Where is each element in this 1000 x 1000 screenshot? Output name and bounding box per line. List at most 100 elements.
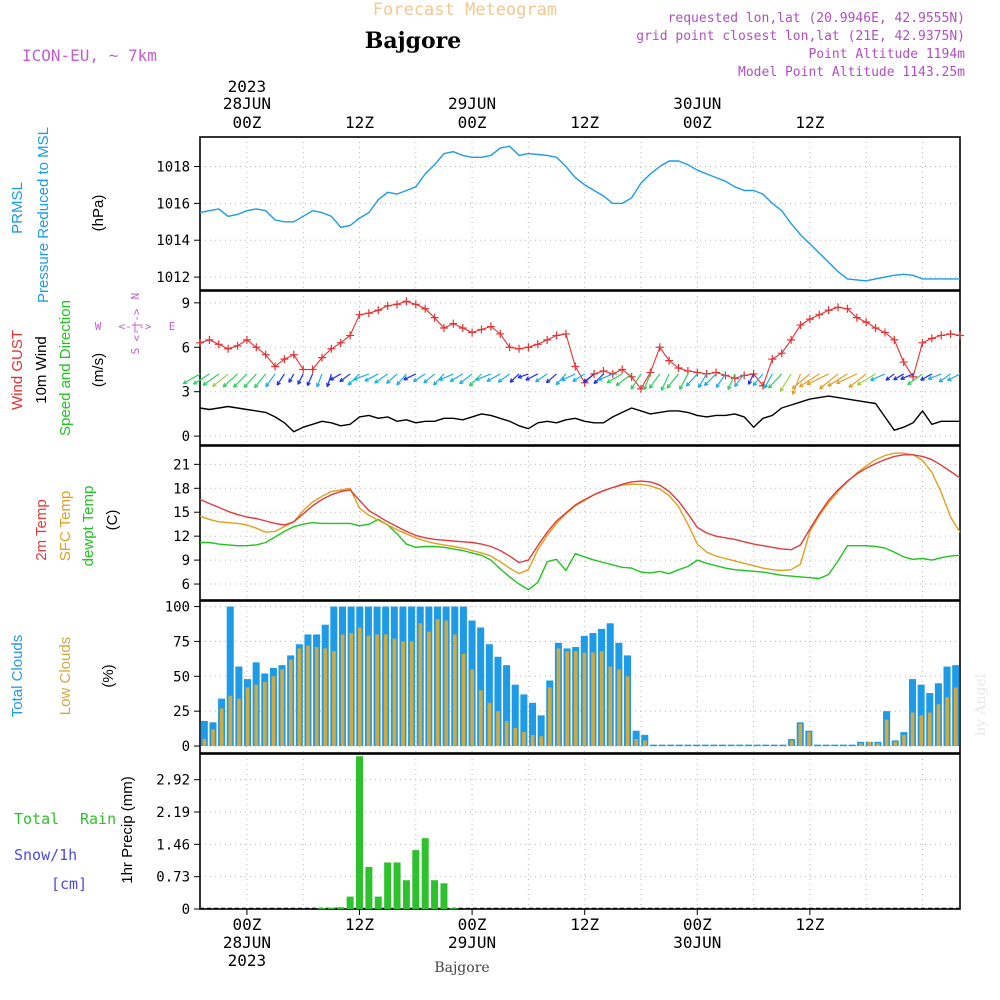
total-cloud-bar <box>503 665 511 747</box>
wind-arrow <box>423 373 435 384</box>
wind-arrow-head <box>938 378 944 383</box>
wind-arrow <box>433 373 445 386</box>
requested-coords: requested lon,lat (20.9946E, 42.9555N) <box>668 11 965 26</box>
total-cloud-bar <box>675 744 683 747</box>
low-cloud-bar <box>608 666 613 747</box>
gust-marker <box>834 303 843 312</box>
wind-arrow <box>827 373 848 387</box>
total-cloud-bar <box>200 720 208 747</box>
wind-arrow-head <box>475 376 480 381</box>
panel-wind: 0 3 6 9 <box>182 290 961 446</box>
wind-arrow <box>752 373 764 386</box>
gust-marker <box>439 324 448 333</box>
top-hour-label: 12Z <box>570 113 599 132</box>
wind-arrow <box>497 373 510 383</box>
low-cloud-bar <box>910 712 915 747</box>
wind-arrow-head <box>606 379 612 384</box>
top-hour-label: 00Z <box>458 113 487 132</box>
wind-arrow-head <box>597 376 603 381</box>
wind-arrow <box>449 373 464 382</box>
panel-frame-precip <box>199 753 961 910</box>
wind-arrow-head <box>353 376 358 381</box>
gust-marker <box>571 362 580 371</box>
low-cloud-bar <box>487 702 492 747</box>
wind-arrow <box>413 373 426 383</box>
rain-bar <box>421 838 429 909</box>
low-cloud-bar <box>427 631 431 747</box>
low-cloud-bar <box>539 736 544 747</box>
wind-arrow <box>535 373 548 383</box>
wind-arrow <box>222 373 238 388</box>
gust-marker <box>843 304 852 313</box>
wind-arrow-head <box>900 375 905 380</box>
low-cloud-bar <box>858 743 863 747</box>
wind-arrow-head <box>438 376 444 381</box>
rain-bar <box>449 908 457 910</box>
wind-arrow-head <box>423 379 428 384</box>
y-tick-label: 21 <box>173 457 190 473</box>
low-cloud-bar <box>409 641 414 747</box>
bottom-date-label: 29JUN <box>448 933 496 952</box>
temp-dewpt-label: dewpt Temp <box>80 486 97 567</box>
gust-marker <box>787 335 796 344</box>
wind-arrow <box>907 373 923 386</box>
wind-arrow <box>819 373 839 390</box>
wind-arrow-head <box>836 379 841 385</box>
wind-arrow <box>546 373 557 384</box>
wind-arrow <box>517 373 529 379</box>
low-cloud-bar <box>383 634 388 747</box>
low-cloud-bar <box>418 623 423 747</box>
low-cloud-bar <box>556 648 561 747</box>
wind-arrow-head <box>329 376 335 381</box>
gust-marker <box>496 329 505 338</box>
wind-arrow <box>938 373 951 383</box>
gust-marker <box>196 338 204 347</box>
top-date-label: 29JUN <box>448 94 496 113</box>
y-tick-label: 0.73 <box>156 870 190 886</box>
total-cloud-bar <box>753 744 761 747</box>
low-cloud-bar <box>919 715 924 747</box>
dewpt-line <box>200 518 961 591</box>
compass-e: E <box>169 320 176 333</box>
low-cloud-bar <box>358 627 362 747</box>
low-cloud-bar <box>228 695 233 747</box>
gust-marker <box>618 365 627 374</box>
footer-location: Bajgore <box>434 960 489 976</box>
gust-marker <box>364 309 373 318</box>
wind-arrow-head <box>276 381 281 386</box>
wind-arrow <box>679 373 689 390</box>
y-tick-label: 1016 <box>156 196 190 212</box>
total-cloud-bar <box>744 744 752 747</box>
wind-arrow-head <box>545 378 551 384</box>
wind-arrow <box>606 373 623 384</box>
compass-icon: N S W E <-|-><-|-> <box>95 293 176 355</box>
wind-arrow <box>836 373 858 384</box>
rain-bar <box>384 862 392 909</box>
low-cloud-bar <box>297 648 302 747</box>
total-cloud-bar <box>822 744 830 747</box>
total-cloud-bar <box>537 715 545 747</box>
wind-arrow <box>630 373 642 390</box>
gust-marker <box>224 344 233 353</box>
total-cloud-bar <box>520 694 528 747</box>
low-cloud-bar <box>306 645 310 747</box>
y-tick-label: 15 <box>173 505 190 521</box>
low-cloud-bar <box>945 697 949 747</box>
total-cloud-bar <box>485 644 493 747</box>
wind-arrow <box>715 373 726 388</box>
compass-n: N <box>129 293 142 300</box>
gust-marker <box>730 374 739 383</box>
rain-bar <box>374 896 382 909</box>
y-tick-label: 50 <box>173 669 190 685</box>
wind-arrow <box>306 373 314 386</box>
low-cloud-bar <box>340 634 345 747</box>
gust-marker <box>374 306 383 315</box>
wind-arrow <box>403 373 417 381</box>
panel-frame-temperature <box>199 445 961 601</box>
wind-arrow-head <box>433 381 438 386</box>
total-cloud-bar <box>779 744 787 747</box>
gust-marker <box>674 364 683 372</box>
rain-bar <box>393 862 401 909</box>
wind-arrow-head <box>306 381 311 387</box>
wind-arrow <box>475 373 492 381</box>
